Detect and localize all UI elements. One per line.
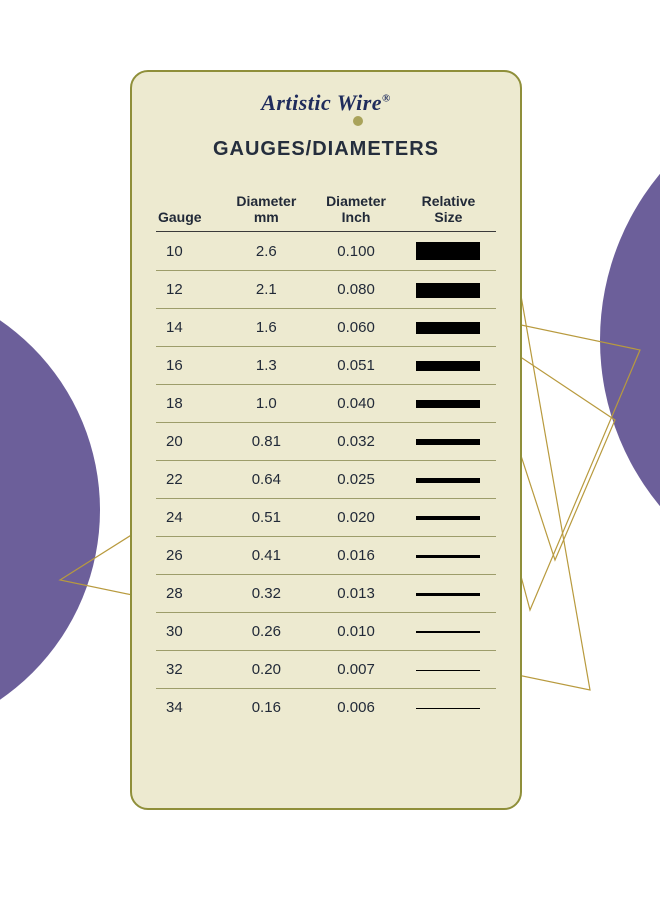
size-bar-icon <box>416 555 480 558</box>
brand-dot-icon <box>353 116 363 126</box>
cell-relsize <box>401 575 496 613</box>
cell-inch: 0.013 <box>311 575 401 613</box>
cell-inch: 0.010 <box>311 613 401 651</box>
cell-inch: 0.032 <box>311 423 401 461</box>
cell-gauge: 32 <box>156 651 221 689</box>
cell-inch: 0.051 <box>311 347 401 385</box>
size-bar-icon <box>416 322 480 334</box>
cell-relsize <box>401 309 496 347</box>
size-bar-icon <box>416 439 480 445</box>
cell-relsize <box>401 537 496 575</box>
size-bar-icon <box>416 631 480 633</box>
cell-gauge: 30 <box>156 613 221 651</box>
size-bar-icon <box>416 283 480 298</box>
cell-relsize <box>401 347 496 385</box>
cell-mm: 0.16 <box>221 689 311 727</box>
table-row: 260.410.016 <box>156 537 496 575</box>
cell-mm: 1.6 <box>221 309 311 347</box>
table-row: 102.60.100 <box>156 232 496 271</box>
size-bar-icon <box>416 478 480 483</box>
cell-relsize <box>401 651 496 689</box>
col-gauge: Gauge <box>156 191 221 232</box>
brand-title: Artistic Wire® <box>156 90 496 116</box>
cell-mm: 0.26 <box>221 613 311 651</box>
size-bar-icon <box>416 516 480 520</box>
cell-inch: 0.025 <box>311 461 401 499</box>
size-bar-icon <box>416 242 480 260</box>
cell-inch: 0.100 <box>311 232 401 271</box>
cell-gauge: 16 <box>156 347 221 385</box>
cell-gauge: 20 <box>156 423 221 461</box>
bg-circle-left <box>0 280 100 740</box>
table-row: 181.00.040 <box>156 385 496 423</box>
col-relsize: RelativeSize <box>401 191 496 232</box>
col-inch: DiameterInch <box>311 191 401 232</box>
table-row: 141.60.060 <box>156 309 496 347</box>
table-row: 320.200.007 <box>156 651 496 689</box>
cell-inch: 0.080 <box>311 271 401 309</box>
table-row: 200.810.032 <box>156 423 496 461</box>
cell-gauge: 22 <box>156 461 221 499</box>
cell-relsize <box>401 499 496 537</box>
cell-gauge: 34 <box>156 689 221 727</box>
cell-inch: 0.020 <box>311 499 401 537</box>
cell-gauge: 26 <box>156 537 221 575</box>
cell-mm: 1.3 <box>221 347 311 385</box>
brand-reg: ® <box>382 93 391 105</box>
cell-mm: 2.6 <box>221 232 311 271</box>
card-heading: GAUGES/DIAMETERS <box>156 138 496 161</box>
bg-circle-right <box>600 80 660 600</box>
cell-gauge: 18 <box>156 385 221 423</box>
cell-inch: 0.040 <box>311 385 401 423</box>
size-bar-icon <box>416 400 480 408</box>
table-header-row: Gauge Diametermm DiameterInch RelativeSi… <box>156 191 496 232</box>
cell-mm: 0.41 <box>221 537 311 575</box>
cell-relsize <box>401 689 496 727</box>
gauge-card: Artistic Wire® GAUGES/DIAMETERS Gauge Di… <box>130 70 522 810</box>
cell-gauge: 14 <box>156 309 221 347</box>
size-bar-icon <box>416 593 480 596</box>
cell-mm: 1.0 <box>221 385 311 423</box>
size-bar-icon <box>416 670 480 672</box>
col-mm: Diametermm <box>221 191 311 232</box>
cell-mm: 0.51 <box>221 499 311 537</box>
cell-inch: 0.016 <box>311 537 401 575</box>
cell-relsize <box>401 423 496 461</box>
table-row: 122.10.080 <box>156 271 496 309</box>
gauge-table: Gauge Diametermm DiameterInch RelativeSi… <box>156 191 496 726</box>
cell-mm: 0.32 <box>221 575 311 613</box>
cell-mm: 0.20 <box>221 651 311 689</box>
cell-gauge: 10 <box>156 232 221 271</box>
cell-relsize <box>401 271 496 309</box>
table-row: 300.260.010 <box>156 613 496 651</box>
cell-mm: 0.81 <box>221 423 311 461</box>
table-row: 340.160.006 <box>156 689 496 727</box>
cell-relsize <box>401 232 496 271</box>
cell-gauge: 24 <box>156 499 221 537</box>
cell-mm: 0.64 <box>221 461 311 499</box>
cell-relsize <box>401 385 496 423</box>
brand-name: Artistic Wire <box>261 90 382 115</box>
cell-relsize <box>401 461 496 499</box>
cell-inch: 0.007 <box>311 651 401 689</box>
table-row: 220.640.025 <box>156 461 496 499</box>
cell-gauge: 12 <box>156 271 221 309</box>
cell-relsize <box>401 613 496 651</box>
cell-mm: 2.1 <box>221 271 311 309</box>
size-bar-icon <box>416 361 480 371</box>
cell-inch: 0.060 <box>311 309 401 347</box>
cell-gauge: 28 <box>156 575 221 613</box>
table-row: 240.510.020 <box>156 499 496 537</box>
size-bar-icon <box>416 708 480 709</box>
table-row: 161.30.051 <box>156 347 496 385</box>
cell-inch: 0.006 <box>311 689 401 727</box>
table-row: 280.320.013 <box>156 575 496 613</box>
